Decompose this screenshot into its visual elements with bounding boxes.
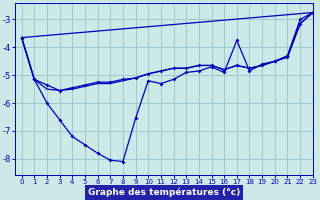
- X-axis label: Graphe des températures (°c): Graphe des températures (°c): [88, 188, 240, 197]
